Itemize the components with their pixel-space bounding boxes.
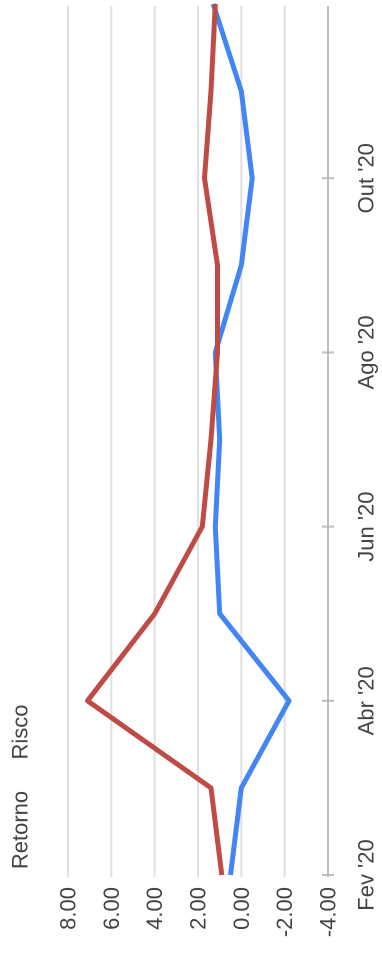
y-tick-label: 4.00 [142, 887, 167, 930]
x-tick-label: Fev '20 [354, 839, 379, 910]
gridlines [67, 6, 329, 877]
series-line-retorno [210, 3, 292, 876]
y-tick-label: -4.00 [316, 887, 341, 937]
y-tick-label: 8.00 [56, 887, 81, 930]
series-line-risco [85, 3, 225, 876]
series-lines [85, 3, 292, 876]
y-tick-label: 0.00 [229, 887, 254, 930]
x-tick-label: Out '20 [354, 143, 379, 213]
legend-item-retorno: Retorno [8, 791, 33, 869]
axis-labels: 8.00 6.00 4.00 2.00 0.00 -2.00 -4.00 Fev '20 Abr… [56, 143, 379, 937]
y-tick-label: 6.00 [99, 887, 124, 930]
x-tick-label: Jun '20 [354, 491, 379, 561]
y-tick-label: -2.00 [272, 887, 297, 937]
legend: Retorno Risco [8, 704, 33, 869]
legend-item-risco: Risco [8, 704, 33, 759]
x-tick-label: Abr '20 [354, 666, 379, 735]
x-axis-ticks [322, 177, 334, 876]
x-tick-label: Ago '20 [354, 315, 379, 389]
y-tick-label: 2.00 [186, 887, 211, 930]
